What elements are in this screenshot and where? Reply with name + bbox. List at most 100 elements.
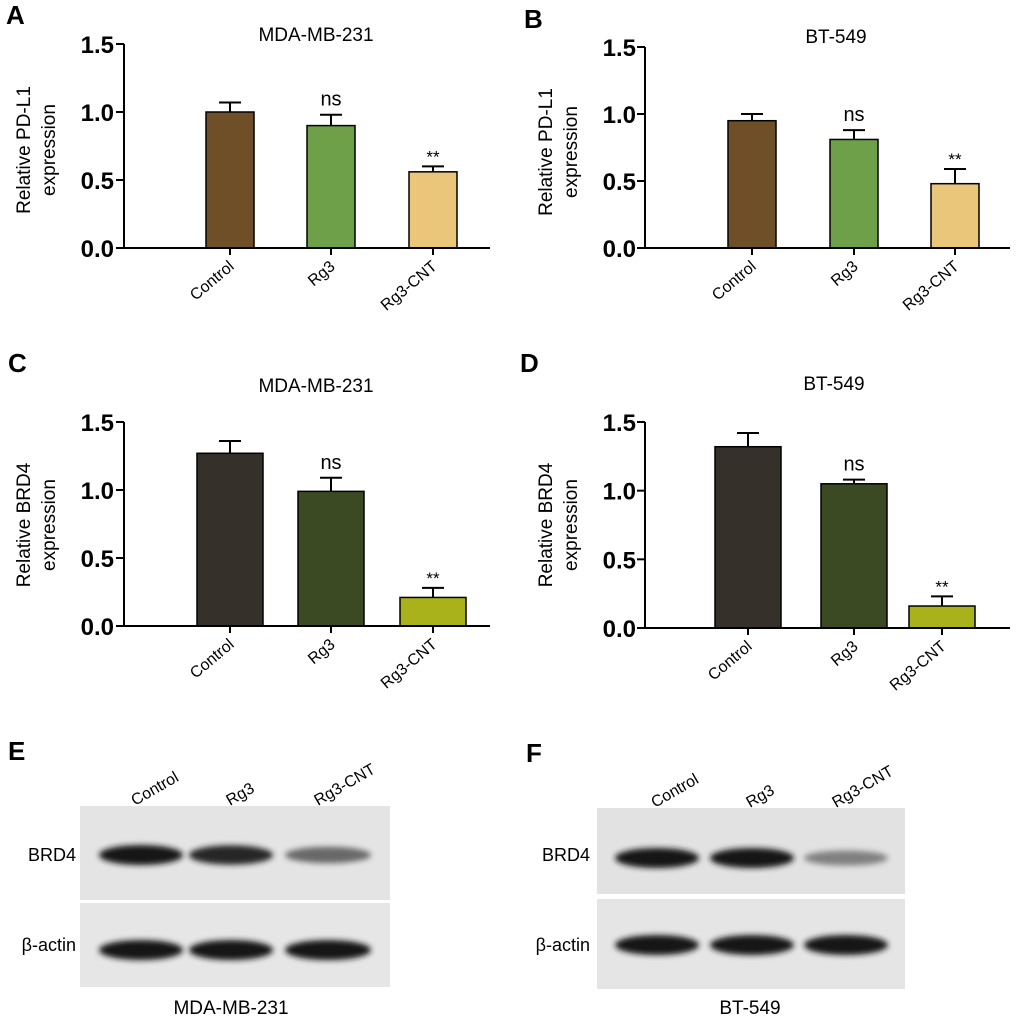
bar-rg3 <box>829 138 879 249</box>
axes <box>116 43 490 255</box>
y-axis-label-line1: Relative PD-L1 <box>14 86 35 214</box>
bar-control <box>196 452 264 627</box>
bands <box>615 848 888 955</box>
x-tick-label: Rg3-CNT <box>900 258 963 315</box>
blot-band-actin <box>189 940 273 960</box>
lane-label: Control <box>649 771 702 812</box>
y-tick-label: 1.5 <box>603 410 636 437</box>
y-tick-label: 0.0 <box>81 614 114 641</box>
lane-label: Control <box>129 769 182 810</box>
axes <box>637 46 1010 255</box>
y-axis-label-line1: Relative BRD4 <box>536 462 557 587</box>
significance-label: ns <box>843 104 864 126</box>
bar-rg3 <box>820 483 888 629</box>
y-tick-label: 1.5 <box>603 35 636 62</box>
panel-letter-f: F <box>526 738 542 768</box>
significance-label: ** <box>426 569 440 588</box>
chart-panel-a: A MDA-MB-231 Relative PD-L1 expression 0… <box>6 0 490 314</box>
significance-label: ns <box>320 452 341 474</box>
blot-band-actin <box>804 935 888 955</box>
x-tick-labels: Control Rg3 Rg3-CNT <box>187 636 441 693</box>
panel-letter-b: B <box>524 4 543 34</box>
axes <box>637 421 1010 635</box>
row-label: BRD4 <box>542 845 590 865</box>
chart-panel-d: D BT-549 Relative BRD4 expression 0.0 0.… <box>520 348 1010 694</box>
significance-annotations: ns ** <box>843 104 962 169</box>
y-axis-label-line2: expression <box>39 479 60 571</box>
chart-panel-c: C MDA-MB-231 Relative BRD4 expression 0.… <box>8 348 490 692</box>
row-label: β-actin <box>536 935 590 955</box>
x-tick-label: Rg3 <box>828 258 861 290</box>
y-tick-label: 0.0 <box>81 236 114 263</box>
blot-band-actin <box>99 940 183 960</box>
bars <box>196 440 467 627</box>
blot-band-brd4 <box>615 848 699 868</box>
y-axis-label-line2: expression <box>561 479 582 571</box>
x-tick-label: Control <box>187 258 237 304</box>
blot-caption: BT-549 <box>719 998 780 1019</box>
bar-control <box>714 445 782 629</box>
y-tick-label: 0.5 <box>81 168 114 195</box>
blot-band-actin <box>615 935 699 955</box>
bar-rg3-cnt <box>399 596 467 627</box>
y-tick-label: 1.0 <box>81 478 114 505</box>
y-axis-label-line2: expression <box>561 106 582 198</box>
x-tick-label: Control <box>709 258 759 304</box>
x-tick-label: Rg3-CNT <box>378 258 441 315</box>
x-tick-labels: Control Rg3 Rg3-CNT <box>705 638 950 695</box>
x-tick-label: Rg3 <box>305 258 338 290</box>
y-tick-labels: 0.0 0.5 1.0 1.5 <box>81 32 114 263</box>
blot-panel-e: E Control Rg3 Rg3-CNT BRD4 β-actin MDA-M… <box>8 736 390 1019</box>
chart-title: BT-549 <box>803 374 864 395</box>
panel-letter-c: C <box>8 348 27 378</box>
blot-band-brd4 <box>99 845 183 865</box>
row-label: BRD4 <box>28 845 76 865</box>
x-tick-label: Rg3 <box>305 636 338 668</box>
panel-letter-d: D <box>520 348 539 378</box>
axes <box>116 421 490 633</box>
y-tick-label: 1.0 <box>603 479 636 506</box>
bands <box>99 845 371 960</box>
row-label: β-actin <box>22 935 76 955</box>
y-tick-labels: 0.0 0.5 1.0 1.5 <box>603 35 636 263</box>
significance-label: ns <box>843 454 864 476</box>
x-tick-label: Rg3-CNT <box>378 636 441 693</box>
y-tick-labels: 0.0 0.5 1.0 1.5 <box>603 410 636 643</box>
y-axis-label-line2: expression <box>39 104 60 196</box>
blot-panel-f: F Control Rg3 Rg3-CNT BRD4 β-actin BT-54… <box>526 738 905 1019</box>
significance-label: ns <box>320 89 341 111</box>
significance-label: ** <box>948 150 962 169</box>
x-tick-label: Rg3-CNT <box>887 638 950 695</box>
blot-band-actin <box>710 935 794 955</box>
bars <box>205 101 458 249</box>
bar-rg3-cnt <box>408 171 458 249</box>
panel-letter-a: A <box>6 0 25 30</box>
chart-title: MDA-MB-231 <box>258 376 373 397</box>
bar-rg3 <box>306 124 356 249</box>
significance-label: ** <box>426 147 440 166</box>
x-tick-label: Control <box>705 638 755 684</box>
significance-annotations: ns ** <box>320 89 440 167</box>
bar-rg3-cnt <box>908 605 976 629</box>
significance-annotations: ns ** <box>320 452 440 588</box>
y-tick-label: 1.0 <box>81 100 114 127</box>
y-tick-labels: 0.0 0.5 1.0 1.5 <box>81 410 114 641</box>
x-tick-label: Rg3 <box>828 638 861 670</box>
bar-control <box>205 111 255 249</box>
chart-panel-b: B BT-549 Relative PD-L1 expression 0.0 0… <box>524 4 1010 314</box>
x-tick-label: Control <box>187 636 237 682</box>
blot-band-brd4 <box>285 846 371 864</box>
bar-rg3 <box>297 490 365 627</box>
y-axis-label-line1: Relative PD-L1 <box>536 88 557 216</box>
blot-band-brd4 <box>189 845 273 865</box>
lane-label: Rg3-CNT <box>830 763 897 812</box>
lane-label: Rg3-CNT <box>312 761 379 810</box>
bar-rg3-cnt <box>930 182 980 249</box>
bar-control <box>727 119 777 249</box>
y-tick-label: 0.5 <box>603 547 636 574</box>
blot-band-actin <box>285 940 371 960</box>
significance-annotations: ns ** <box>843 454 949 597</box>
y-tick-label: 0.0 <box>603 236 636 263</box>
chart-title: BT-549 <box>805 27 866 48</box>
